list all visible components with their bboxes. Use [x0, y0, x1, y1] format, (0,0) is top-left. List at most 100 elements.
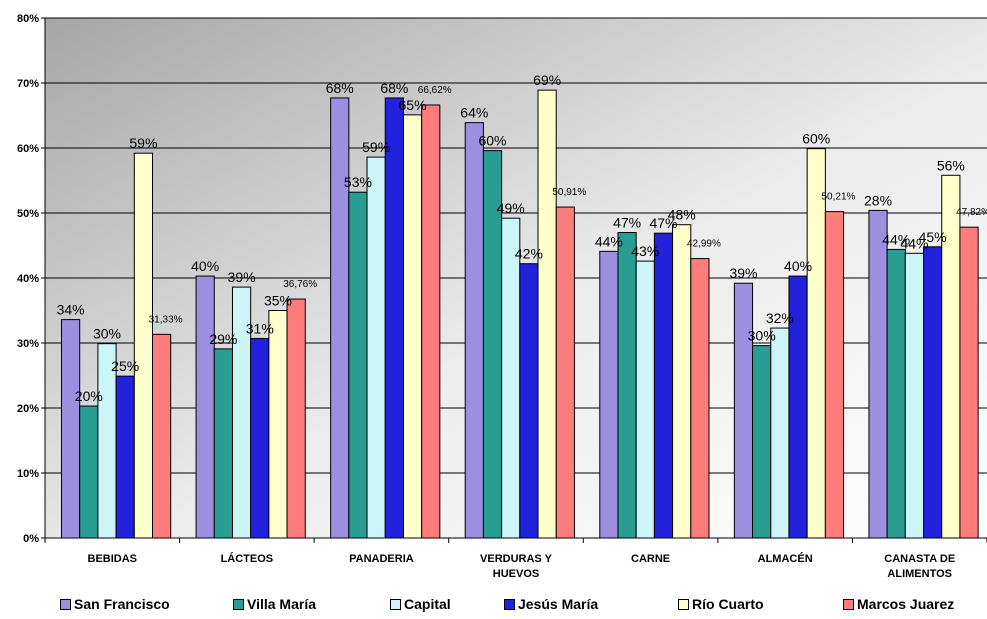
- legend-item: Capital: [390, 596, 451, 612]
- x-category-label: PANADERIA: [349, 553, 414, 565]
- bar: [617, 232, 637, 539]
- bar: [195, 275, 215, 539]
- data-label: 30%: [93, 326, 121, 342]
- x-category-label: BEBIDAS: [88, 553, 138, 565]
- legend-label: Jesús María: [518, 596, 599, 612]
- legend-label: Río Cuarto: [692, 596, 764, 612]
- bar: [752, 345, 772, 539]
- bar: [61, 319, 81, 539]
- bar: [464, 122, 484, 539]
- data-label: 48%: [668, 207, 696, 223]
- bar: [653, 232, 674, 539]
- data-label: 47%: [649, 215, 677, 231]
- legend-swatch: [60, 598, 71, 610]
- bar: [959, 226, 979, 539]
- data-label: 39%: [228, 269, 256, 285]
- bar: [268, 310, 288, 539]
- bar: [501, 217, 521, 539]
- data-label: 68%: [380, 80, 408, 96]
- y-tick-label: 20%: [17, 403, 39, 415]
- bar: [348, 191, 368, 539]
- data-label: 34%: [57, 302, 85, 318]
- bar: [213, 348, 233, 539]
- y-tick-label: 30%: [17, 338, 39, 350]
- legend-label: Marcos Juarez: [857, 596, 955, 612]
- legend-item: Villa María: [233, 596, 316, 612]
- data-label: 56%: [937, 157, 965, 173]
- bar: [286, 298, 306, 539]
- data-label: 44%: [900, 235, 928, 251]
- data-label: 40%: [784, 258, 812, 274]
- x-category-label: CANASTA DE ALIMENTOS: [884, 553, 955, 580]
- bar: [366, 156, 386, 539]
- data-label: 30%: [748, 328, 776, 344]
- bar: [384, 97, 404, 539]
- bar: [555, 206, 575, 539]
- data-label: 64%: [460, 105, 488, 121]
- data-label: 40%: [191, 258, 219, 274]
- bar: [923, 246, 943, 539]
- bar: [330, 97, 350, 539]
- x-category-label: LÁCTEOS: [221, 552, 274, 565]
- bar: [519, 263, 539, 539]
- data-label: 69%: [533, 72, 561, 88]
- data-label: 36,76%: [283, 279, 317, 290]
- data-label: 50,91%: [552, 187, 586, 198]
- data-label: 42%: [515, 246, 543, 262]
- legend-item: Jesús María: [504, 596, 598, 612]
- bar: [152, 333, 172, 539]
- x-category-label: CARNE: [631, 553, 670, 565]
- y-tick-label: 60%: [17, 143, 39, 155]
- bar: [868, 209, 888, 539]
- legend-item: Río Cuarto: [678, 596, 764, 612]
- data-label: 42,99%: [687, 239, 721, 250]
- y-tick-label: 10%: [17, 468, 39, 480]
- y-tick-label: 80%: [17, 13, 39, 25]
- data-label: 44%: [595, 233, 623, 249]
- data-label: 47%: [613, 215, 641, 231]
- bar: [599, 250, 619, 539]
- legend-swatch: [678, 598, 689, 610]
- data-label: 53%: [344, 174, 372, 190]
- bar: [690, 258, 710, 539]
- data-label: 20%: [75, 388, 103, 404]
- x-category-label: ALMACÉN: [758, 552, 813, 565]
- data-label: 43%: [631, 243, 659, 259]
- bar: [733, 282, 754, 539]
- bar: [537, 89, 557, 539]
- data-label: 50,21%: [821, 192, 855, 203]
- bar: [79, 405, 99, 539]
- legend-item: San Francisco: [60, 596, 170, 612]
- y-tick-label: 50%: [17, 208, 39, 220]
- legend-label: Villa María: [247, 596, 317, 612]
- bar: [133, 152, 154, 539]
- y-tick-label: 70%: [17, 78, 39, 90]
- bar: [824, 211, 845, 539]
- data-label: 28%: [864, 192, 892, 208]
- bar: [806, 148, 826, 539]
- bar: [402, 114, 423, 539]
- bar: [886, 248, 906, 539]
- data-label: 68%: [326, 80, 354, 96]
- legend-swatch: [843, 598, 854, 610]
- data-label: 65%: [399, 97, 427, 113]
- data-label: 47,82%: [956, 207, 987, 218]
- bar: [904, 252, 925, 539]
- data-label: 60%: [478, 133, 506, 149]
- legend-swatch: [390, 598, 401, 610]
- data-label: 60%: [802, 131, 830, 147]
- bar: [770, 327, 790, 539]
- data-label: 49%: [497, 200, 525, 216]
- data-label: 66,62%: [418, 85, 452, 96]
- data-label: 45%: [919, 229, 947, 245]
- data-label: 31,33%: [149, 314, 183, 325]
- bar: [635, 260, 655, 539]
- y-tick-label: 0%: [23, 533, 39, 545]
- data-label: 59%: [129, 135, 157, 151]
- legend-item: Marcos Juarez: [843, 596, 954, 612]
- legend-label: San Francisco: [74, 596, 170, 612]
- data-label: 29%: [209, 331, 237, 347]
- legend-swatch: [233, 598, 244, 610]
